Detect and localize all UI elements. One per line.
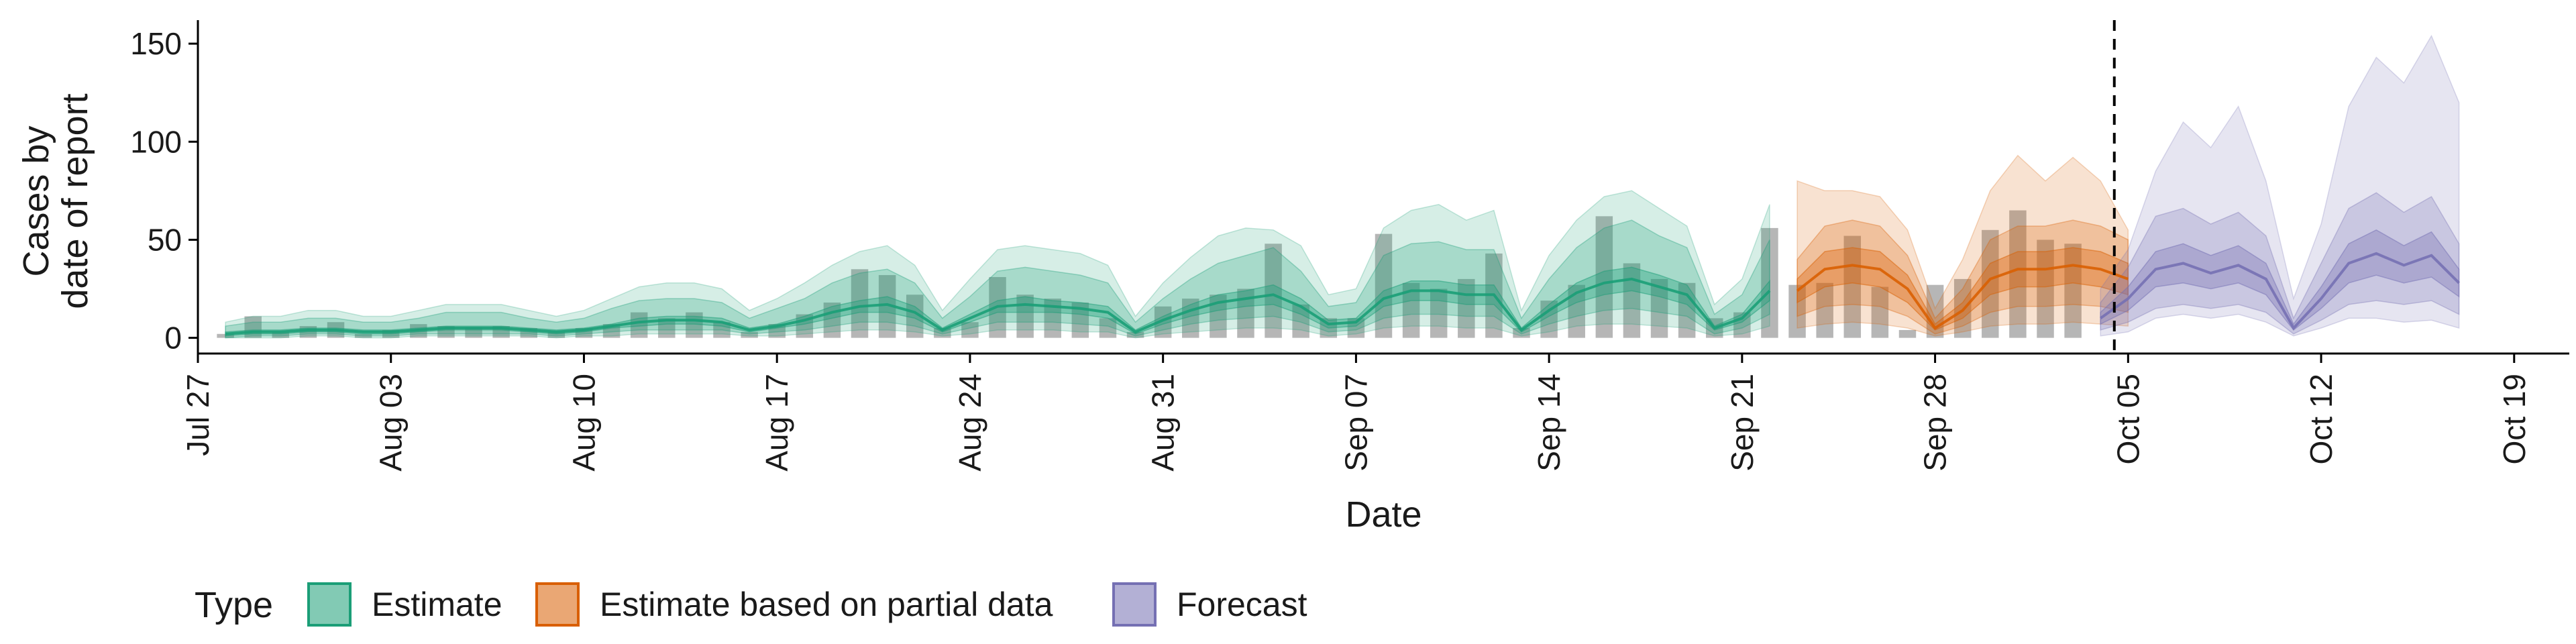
estimate-90-band	[225, 219, 1770, 339]
estimate-outer-band	[225, 190, 1770, 339]
y-axis-title-line: Cases by	[16, 125, 56, 276]
legend: Type Estimate Estimate based on partial d…	[195, 582, 1307, 627]
legend-swatch	[1112, 582, 1157, 627]
case-bar	[1623, 263, 1641, 338]
y-tick-label: 0	[164, 321, 182, 356]
case-bar	[2009, 210, 2027, 338]
x-tick-label: Oct 19	[2497, 374, 2532, 465]
case-bar	[630, 312, 648, 338]
legend-item: Estimate based on partial data	[535, 582, 1053, 627]
case-bar	[272, 331, 290, 338]
x-tick-label: Aug 17	[759, 374, 794, 472]
forecast-90-band	[2100, 192, 2460, 335]
case-bar	[1126, 331, 1144, 338]
y-tick-label: 50	[148, 222, 182, 257]
case-bar	[934, 327, 951, 338]
y-tick-label: 100	[130, 124, 182, 159]
case-bar	[1788, 284, 1806, 338]
case-bar	[741, 331, 758, 338]
case-bar	[713, 322, 731, 338]
x-tick-label: Sep 21	[1725, 374, 1760, 472]
case-bar	[465, 327, 482, 338]
forecast-median-line	[2100, 252, 2461, 331]
case-bar	[1016, 294, 1034, 338]
legend-item: Estimate	[307, 582, 502, 627]
x-tick-label: Aug 10	[566, 374, 601, 472]
case-bar	[217, 333, 234, 338]
case-bar	[851, 269, 869, 338]
x-tick-label: Sep 14	[1532, 374, 1566, 472]
partial-outer-band	[1796, 154, 2129, 337]
legend-label: Estimate based on partial data	[600, 586, 1053, 623]
x-tick-label: Sep 28	[1918, 374, 1953, 472]
case-bar	[686, 312, 703, 338]
case-bar	[1430, 288, 1448, 338]
legend-label: Forecast	[1177, 586, 1307, 623]
x-tick-label: Oct 05	[2110, 374, 2145, 465]
case-bar	[2037, 239, 2054, 338]
legend-title: Type	[195, 585, 273, 625]
x-tick-label: Aug 31	[1146, 374, 1181, 472]
case-bar	[1099, 318, 1117, 338]
case-bar	[1816, 282, 1833, 338]
legend-swatch	[307, 582, 352, 627]
partial-median-line	[1796, 264, 2129, 330]
case-bar	[1761, 227, 1778, 338]
x-tick-label: Jul 27	[180, 374, 215, 456]
case-bar	[1898, 329, 1917, 338]
case-bar	[382, 329, 400, 338]
legend-swatch	[535, 582, 580, 627]
estimate-median-line	[225, 277, 1771, 335]
estimate-50-band	[225, 266, 1770, 337]
x-tick-label: Aug 24	[953, 374, 987, 472]
band-layer	[225, 34, 2460, 339]
x-tick-label: Oct 12	[2304, 374, 2339, 465]
x-ticks: Jul 27 Aug 03 Aug 10 Aug 17 Aug 24 Aug 31 Sep …	[180, 354, 2532, 472]
case-bar	[1595, 216, 1613, 338]
case-bar	[547, 331, 566, 338]
case-bar	[1458, 278, 1475, 338]
plot-area	[217, 20, 2461, 354]
y-ticks: 0 50 100 150	[130, 26, 198, 356]
legend-label: Estimate	[372, 586, 502, 623]
case-bar	[2064, 244, 2082, 338]
axes: 0 50 100 150 Jul 27 Aug 03 Aug 10 Aug 17 Aug 24…	[130, 20, 2569, 472]
x-axis-title: Date	[1345, 494, 1421, 535]
legend-items: Estimate Estimate based on partial data Fo…	[307, 582, 1307, 627]
case-bar	[1375, 233, 1393, 338]
median-line-layer	[225, 252, 2461, 335]
legend-item: Forecast	[1112, 582, 1307, 627]
x-tick-label: Sep 07	[1338, 374, 1373, 472]
y-tick-label: 150	[130, 26, 182, 61]
case-bar	[1265, 244, 1282, 338]
case-bar	[244, 316, 262, 338]
case-bar	[1871, 286, 1889, 338]
x-tick-label: Aug 03	[374, 374, 409, 472]
partial-90-band	[1796, 219, 2129, 335]
forecast-outer-band	[2100, 34, 2460, 337]
case-bar	[1843, 235, 1862, 338]
case-bar	[1182, 299, 1199, 338]
case-bar	[961, 322, 979, 338]
y-axis-title-line: date of report	[55, 93, 95, 309]
case-bar	[1513, 327, 1530, 338]
case-bar	[354, 333, 372, 338]
case-bar	[823, 302, 841, 338]
